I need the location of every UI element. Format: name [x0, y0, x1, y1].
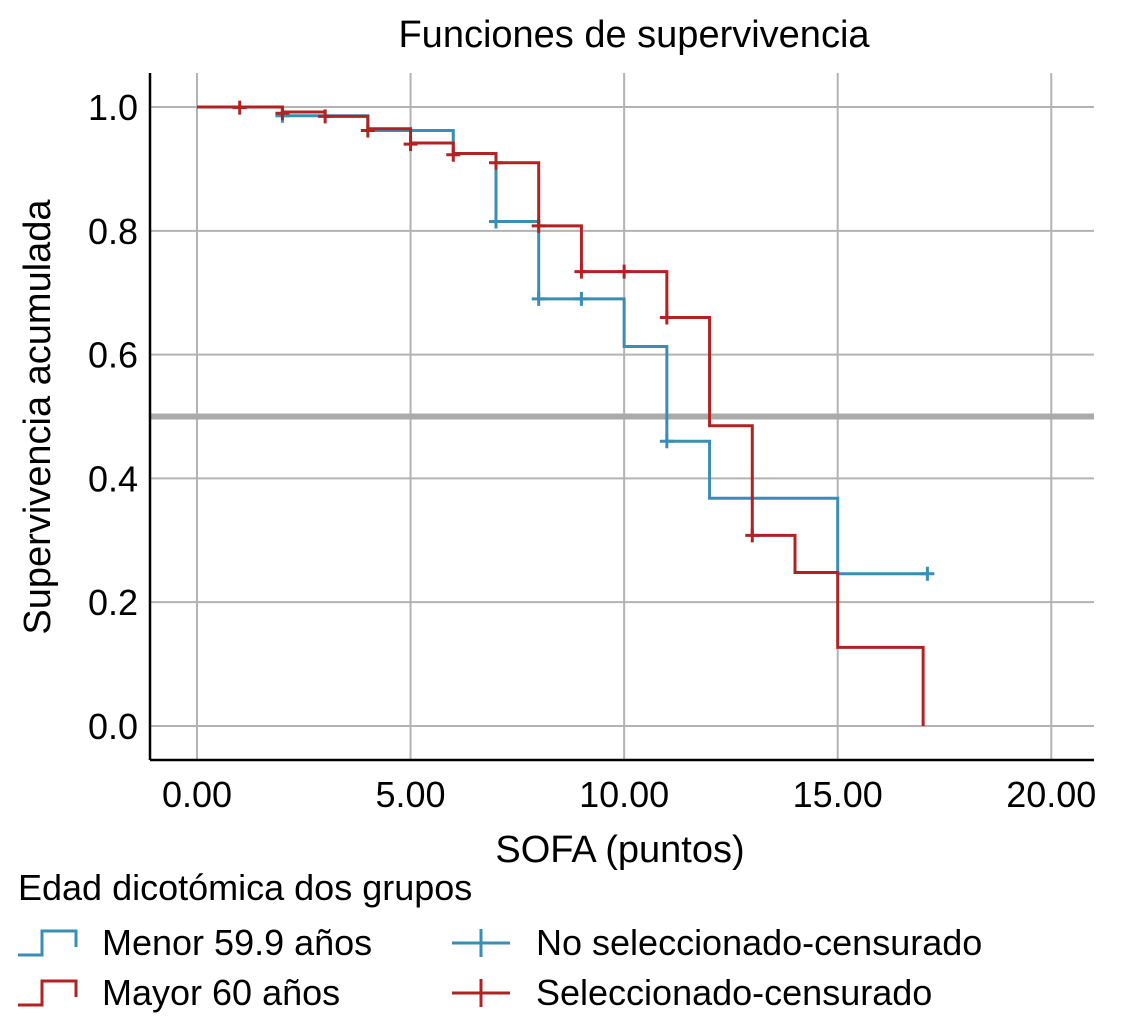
tick-labels: 0.00 5.00 10.00 15.00 20.00 0.0 0.2 0.4 0.6 0.8 1.… — [88, 87, 1096, 815]
y-tick-label-3: 0.6 — [88, 335, 138, 376]
y-tick-label-4: 0.8 — [88, 211, 138, 252]
legend-item-3: Seleccionado-censurado — [452, 972, 932, 1013]
censor-mark-1-2 — [318, 109, 333, 124]
y-tick-label-1: 0.2 — [88, 582, 138, 623]
series-0 — [196, 105, 935, 581]
censor-mark-1-7 — [531, 218, 546, 233]
legend-step-swatch-0 — [18, 929, 78, 957]
x-tick-label-4: 20.00 — [1006, 774, 1096, 815]
legend-title: Edad dicotómica dos grupos — [18, 867, 472, 908]
legend-item-2: No seleccionado-censurado — [452, 922, 982, 963]
x-tick-label-1: 5.00 — [376, 774, 446, 815]
x-tick-label-0: 0.00 — [162, 774, 232, 815]
x-tick-label-3: 15.00 — [793, 774, 883, 815]
censor-mark-1-6 — [488, 155, 503, 170]
censor-mark-0-5 — [920, 566, 935, 581]
censor-mark-1-5 — [446, 147, 461, 162]
censor-mark-1-10 — [659, 310, 674, 325]
censor-mark-0-3 — [574, 291, 589, 306]
legend-censor-swatch-2 — [452, 929, 510, 957]
x-axis-label: SOFA (puntos) — [495, 829, 744, 871]
legend: Edad dicotómica dos grupos Menor 59.9 añ… — [18, 867, 982, 1013]
legend-label-0: Menor 59.9 años — [102, 922, 372, 963]
censor-mark-1-0 — [232, 100, 247, 115]
legend-step-swatch-1 — [18, 979, 78, 1007]
censor-mark-0-4 — [659, 434, 674, 449]
series-line-0 — [196, 105, 928, 576]
axes — [148, 73, 1094, 762]
y-tick-label-5: 1.0 — [88, 87, 138, 128]
censor-mark-1-8 — [574, 264, 589, 279]
series-1 — [196, 100, 925, 726]
censor-mark-1-9 — [617, 264, 632, 279]
censor-mark-1-4 — [403, 137, 418, 152]
censor-mark-1-3 — [360, 123, 375, 138]
legend-item-1: Mayor 60 años — [18, 972, 340, 1013]
censor-mark-1-11 — [745, 528, 760, 543]
legend-label-3: Seleccionado-censurado — [536, 972, 932, 1013]
censor-mark-0-2 — [531, 291, 546, 306]
x-tick-label-2: 10.00 — [579, 774, 669, 815]
legend-label-2: No seleccionado-censurado — [536, 922, 982, 963]
censor-mark-0-1 — [488, 214, 503, 229]
y-tick-label-0: 0.0 — [88, 706, 138, 747]
y-tick-label-2: 0.4 — [88, 458, 138, 499]
censor-mark-1-1 — [275, 106, 290, 121]
legend-censor-swatch-3 — [452, 979, 510, 1007]
legend-label-1: Mayor 60 años — [102, 972, 340, 1013]
series-layer — [196, 100, 935, 726]
chart-title: Funciones de supervivencia — [398, 14, 870, 56]
y-axis-label: Supervivencia acumulada — [17, 199, 59, 635]
legend-item-0: Menor 59.9 años — [18, 922, 372, 963]
